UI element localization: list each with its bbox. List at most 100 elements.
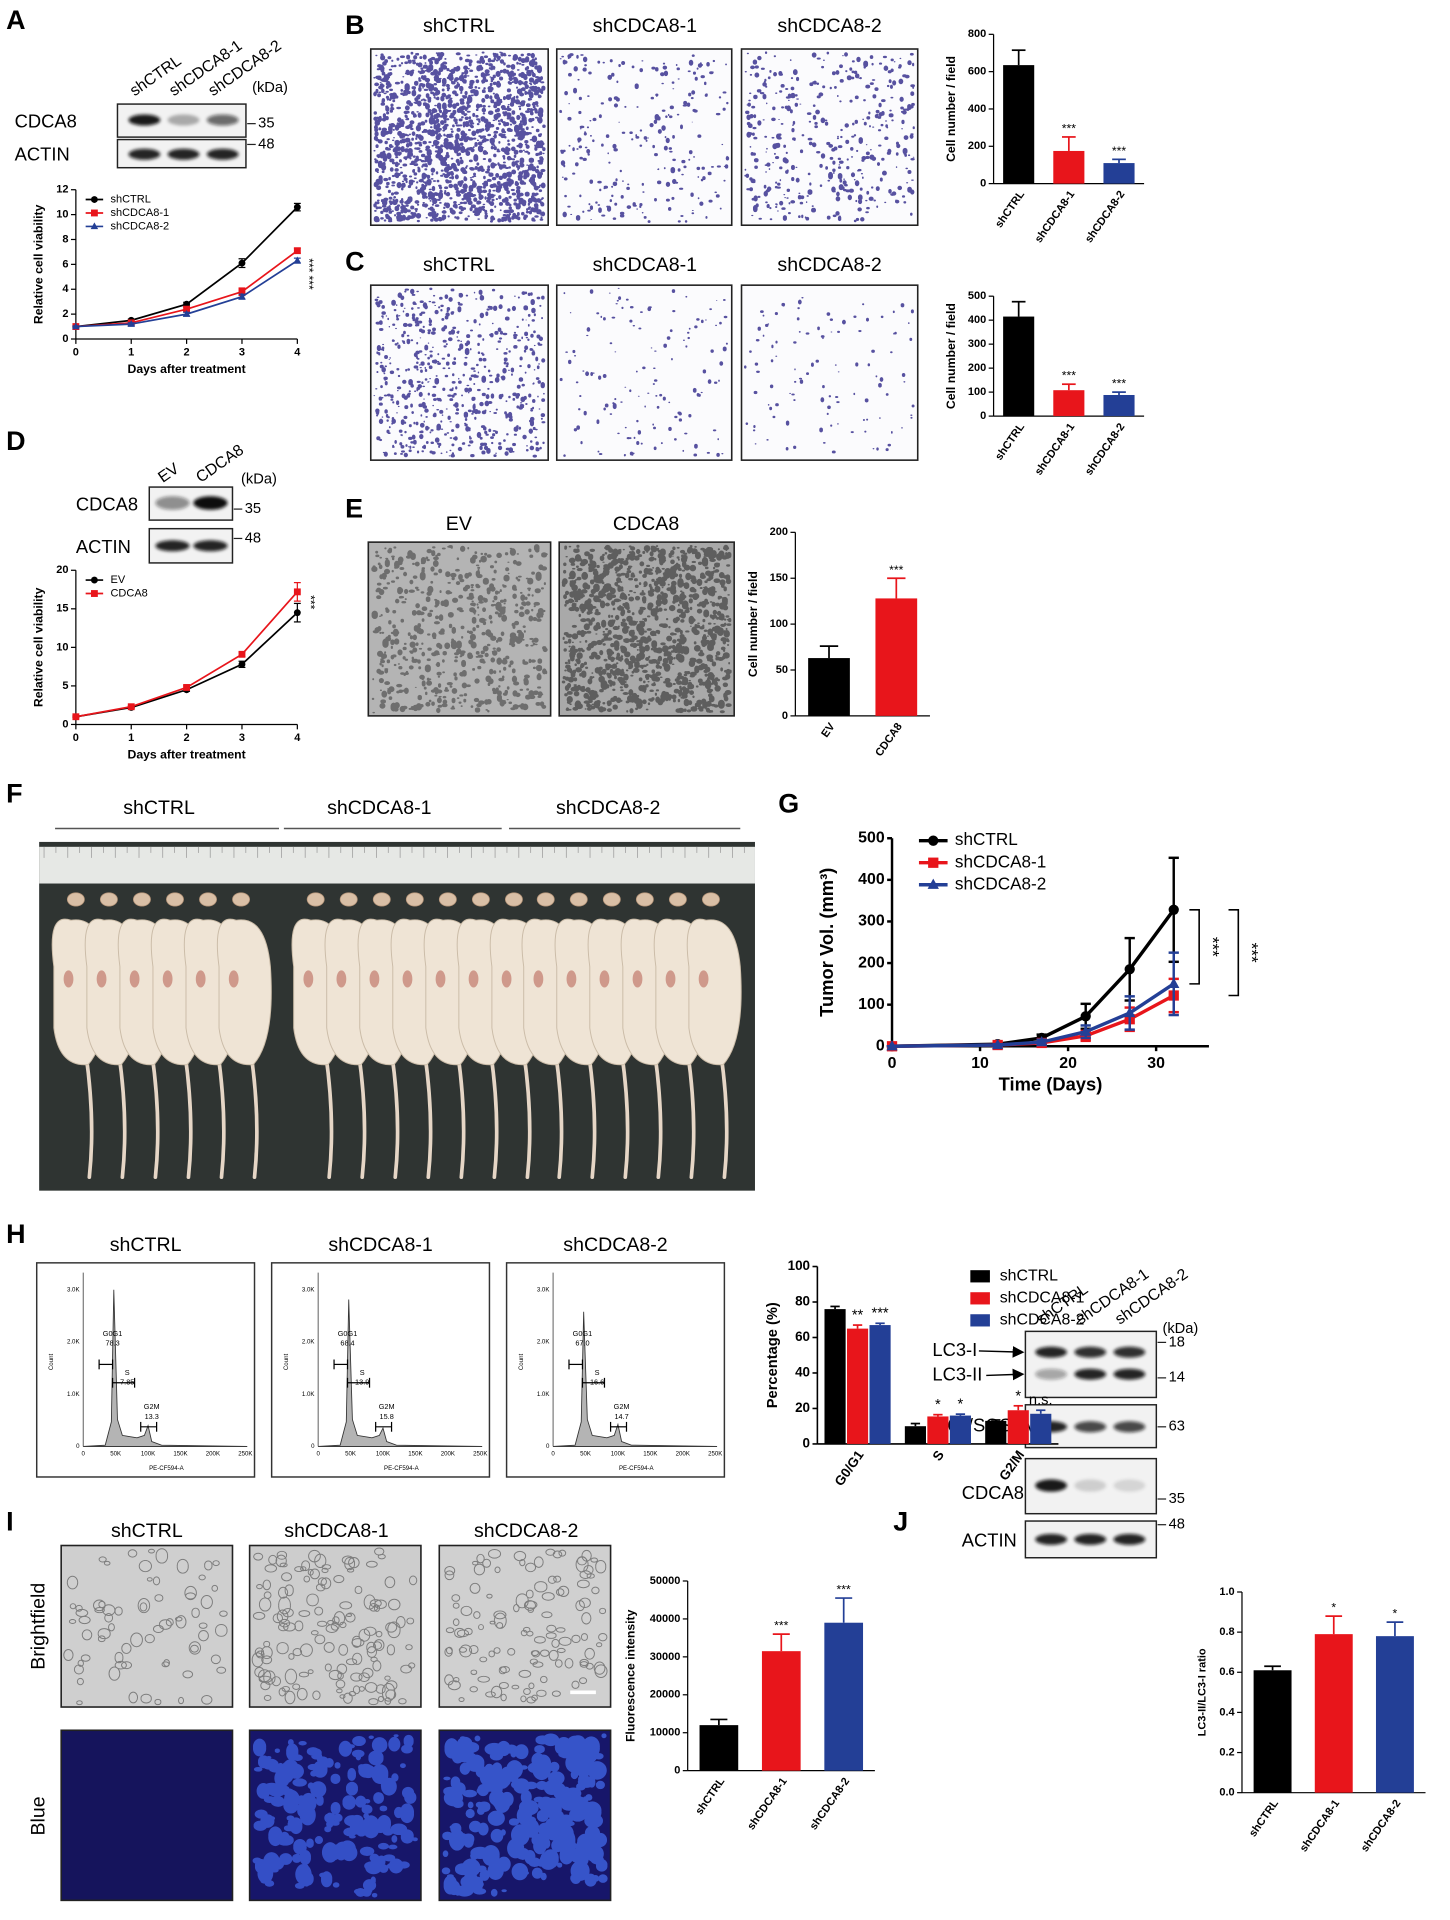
tumor-site — [369, 970, 380, 988]
gate-value: 15.8 — [380, 1412, 394, 1421]
x-tick-label: shCDCA8-2 — [808, 1776, 853, 1832]
y-tick-label: 10 — [56, 209, 68, 221]
tumor — [536, 892, 555, 907]
y-tick-label: 200 — [968, 362, 986, 374]
band — [1113, 1533, 1146, 1545]
y-tick-label: 0 — [62, 718, 68, 730]
band — [167, 114, 200, 126]
tail — [586, 1050, 597, 1180]
tumor-site — [599, 970, 610, 988]
y-tick-label: 100 — [770, 618, 788, 630]
cells — [441, 1733, 608, 1897]
point — [90, 196, 98, 203]
arrow — [978, 1346, 1025, 1358]
point — [293, 256, 302, 264]
bar — [1314, 1634, 1353, 1793]
panel-letter: E — [345, 493, 363, 523]
y-tick-label: 8 — [62, 233, 68, 245]
tail — [488, 1050, 499, 1180]
legend-label: CDCA8 — [110, 587, 147, 599]
band — [155, 540, 190, 552]
point — [90, 209, 98, 217]
band — [1074, 1346, 1107, 1358]
band — [193, 540, 228, 552]
x-tick-label: shCDCA8-1 — [1033, 421, 1078, 477]
series-line — [75, 591, 298, 718]
size-marker-label: 18 — [1169, 1334, 1185, 1350]
y-tick-label: 60 — [795, 1329, 810, 1344]
size-marker-label: 14 — [1169, 1370, 1185, 1386]
point — [293, 203, 301, 211]
cells — [744, 297, 915, 454]
x-axis-label: Time (Days) — [999, 1073, 1103, 1094]
row-label: LC3-I — [932, 1339, 977, 1360]
histogram — [83, 1289, 248, 1447]
image-label: shCDCA8-1 — [593, 15, 697, 37]
tumor-site — [63, 970, 74, 988]
tail — [83, 1050, 94, 1180]
flow-title: shCDCA8-2 — [563, 1234, 667, 1256]
point — [127, 319, 136, 327]
panel-letter: C — [345, 246, 364, 276]
x-tick-label: shCTRL — [693, 1776, 727, 1818]
tumor-site — [162, 970, 173, 988]
gate-name: G2M — [379, 1402, 395, 1411]
tumor-site — [228, 970, 239, 988]
point — [90, 590, 98, 597]
y-axis-label: Tumor Vol. (mm³) — [816, 868, 837, 1017]
row-label: LC3-II — [932, 1363, 982, 1384]
y-tick-label: 20 — [795, 1400, 810, 1415]
flow-x-label: PE-CF594-A — [384, 1465, 420, 1472]
y-tick-label: 150 — [770, 572, 788, 584]
band — [1035, 1479, 1068, 1492]
tumor — [232, 892, 250, 907]
image-label: shCDCA8-1 — [284, 1520, 388, 1542]
tail — [455, 1050, 466, 1180]
x-tick-label: 1 — [128, 732, 134, 744]
bar — [1053, 390, 1085, 417]
bar — [1003, 316, 1035, 417]
significance: * — [1015, 1388, 1021, 1404]
image-label: shCTRL — [423, 15, 495, 37]
point — [1168, 904, 1179, 915]
tail — [521, 1050, 532, 1180]
micrograph — [740, 48, 919, 227]
y-tick-label: 0 — [876, 1037, 885, 1054]
x-tick-label: 10 — [971, 1055, 989, 1072]
tumor-site — [402, 970, 413, 988]
bracket — [1189, 909, 1200, 985]
y-tick-label: 0.0 — [1219, 1787, 1234, 1799]
panel-letter: I — [6, 1507, 13, 1537]
flow-y-label: Count — [283, 1354, 290, 1371]
tail — [182, 1050, 193, 1180]
size-marker-label: 63 — [1169, 1419, 1185, 1435]
flow-x-tick: 250K — [473, 1450, 487, 1457]
point — [293, 247, 301, 255]
gate-value: 67.0 — [575, 1339, 589, 1348]
tumor-site — [303, 970, 314, 988]
x-tick-label: 0 — [73, 732, 79, 744]
panel-letter: F — [6, 779, 22, 809]
legend-label: shCDCA8-1 — [1000, 1290, 1085, 1307]
y-axis-label: Cell number / field — [944, 303, 958, 409]
tail — [356, 1050, 367, 1180]
y-tick-label: 200 — [770, 526, 788, 538]
gate-name: S — [595, 1368, 600, 1377]
point — [238, 259, 246, 267]
mouse-body — [686, 918, 742, 1066]
x-tick-label: shCDCA8-2 — [1359, 1798, 1404, 1854]
tumor — [602, 892, 621, 907]
point — [183, 684, 191, 691]
band — [1113, 1479, 1146, 1492]
significance: *** — [302, 258, 316, 273]
cells — [252, 1734, 418, 1898]
point — [238, 650, 246, 658]
tumor — [635, 892, 654, 907]
bar — [824, 1622, 864, 1771]
flow-x-tick: 150K — [173, 1450, 187, 1457]
ruler — [39, 846, 755, 884]
cells — [559, 53, 730, 223]
flow-x-tick: 100K — [611, 1450, 625, 1457]
